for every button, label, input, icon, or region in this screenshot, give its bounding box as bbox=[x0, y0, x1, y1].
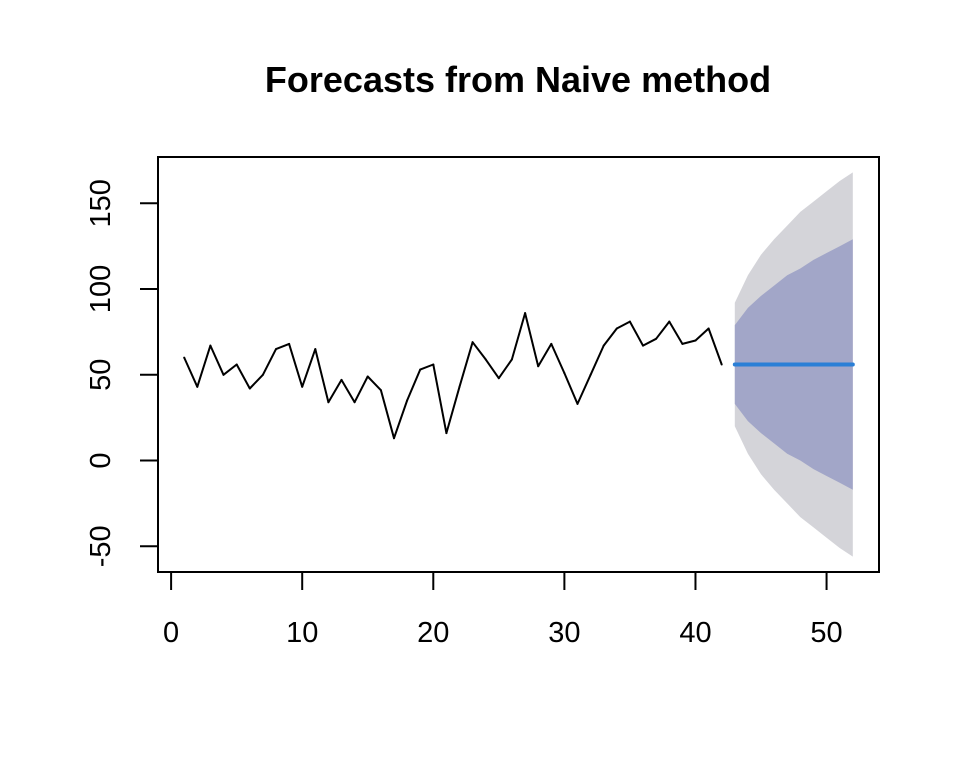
x-tick-label-50: 50 bbox=[810, 617, 842, 649]
x-tick-label-30: 30 bbox=[548, 617, 580, 649]
chart-title: Forecasts from Naive method bbox=[265, 59, 771, 100]
data-point-28 bbox=[537, 365, 540, 368]
y-tick-label-150: 150 bbox=[85, 179, 117, 227]
data-point-30 bbox=[563, 372, 566, 375]
data-point-35 bbox=[628, 320, 631, 323]
data-point-20 bbox=[432, 363, 435, 366]
data-point-42 bbox=[720, 363, 723, 366]
data-point-36 bbox=[642, 344, 644, 347]
y-axis: -50 0 50 100 150 bbox=[85, 179, 159, 567]
data-point-29 bbox=[550, 342, 553, 345]
data-point-8 bbox=[275, 348, 277, 351]
data-point-27 bbox=[524, 312, 527, 315]
data-point-2 bbox=[196, 385, 199, 388]
data-point-14 bbox=[353, 401, 356, 404]
data-point-22 bbox=[458, 385, 461, 388]
data-point-12 bbox=[327, 401, 330, 404]
data-point-24 bbox=[484, 358, 487, 361]
x-tick-label-10: 10 bbox=[286, 617, 318, 649]
data-point-32 bbox=[589, 373, 592, 376]
y-tick-label-50: 50 bbox=[85, 359, 117, 391]
data-point-6 bbox=[248, 387, 251, 390]
data-point-23 bbox=[471, 341, 474, 344]
data-point-31 bbox=[576, 402, 579, 405]
x-axis: 0 10 20 30 40 50 bbox=[163, 571, 843, 649]
series-line-0 bbox=[183, 312, 723, 440]
data-point-34 bbox=[615, 327, 618, 330]
data-point-21 bbox=[445, 432, 448, 435]
data-point-13 bbox=[340, 378, 343, 381]
data-point-7 bbox=[261, 373, 264, 376]
data-point-19 bbox=[419, 368, 422, 371]
x-tick-label-0: 0 bbox=[163, 617, 179, 649]
series-layer bbox=[183, 312, 723, 440]
y-tick-label-100: 100 bbox=[85, 265, 117, 313]
data-point-11 bbox=[314, 348, 317, 351]
x-tick-label-20: 20 bbox=[417, 617, 449, 649]
data-point-38 bbox=[668, 320, 671, 323]
data-point-17 bbox=[393, 437, 395, 440]
data-point-40 bbox=[694, 339, 697, 342]
data-point-15 bbox=[366, 375, 369, 378]
data-point-39 bbox=[681, 342, 684, 345]
data-point-16 bbox=[379, 389, 382, 392]
data-point-5 bbox=[235, 363, 238, 366]
x-tick-label-40: 40 bbox=[679, 617, 711, 649]
data-point-25 bbox=[497, 377, 500, 380]
data-point-10 bbox=[301, 385, 304, 388]
data-point-4 bbox=[222, 373, 225, 376]
data-point-9 bbox=[288, 342, 291, 345]
data-point-41 bbox=[707, 327, 710, 330]
data-point-33 bbox=[602, 344, 605, 347]
y-tick-label-0: 0 bbox=[85, 452, 117, 468]
data-point-18 bbox=[406, 399, 409, 402]
y-tick-label--50: -50 bbox=[85, 525, 117, 567]
data-point-3 bbox=[209, 344, 212, 347]
data-point-26 bbox=[510, 358, 513, 361]
data-point-37 bbox=[655, 337, 658, 340]
data-point-1 bbox=[183, 356, 186, 359]
